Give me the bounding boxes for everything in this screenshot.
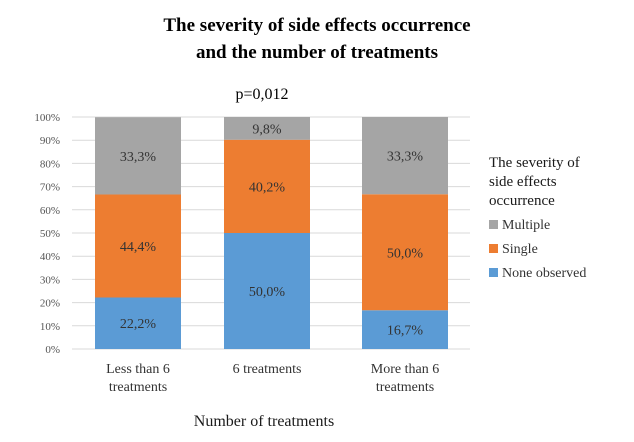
legend-entry-label: Multiple [502,218,550,233]
bar-segment [224,117,310,140]
x-tick-label: 6 treatments [233,362,302,377]
legend-swatch [489,220,498,229]
bar-segment [362,310,448,349]
y-tick-label: 80% [40,158,60,170]
legend-title: occurrence [489,193,555,209]
x-tick-label: Less than 6 [106,362,170,377]
data-label: 33,3% [120,150,157,165]
x-axis-label: Number of treatments [194,413,334,430]
legend-title: side effects [489,174,557,190]
y-tick-label: 100% [34,112,60,124]
data-label: 16,7% [387,324,424,339]
y-tick-label: 0% [45,344,60,356]
legend-entry-label: None observed [502,266,586,281]
y-tick-label: 10% [40,321,60,333]
y-tick-label: 60% [40,205,60,217]
bar-segment [362,117,448,195]
x-tick-label: treatments [376,380,434,395]
legend-title: The severity of [489,155,580,171]
bar-segment [224,233,310,349]
data-label: 33,3% [387,150,424,165]
bar-segment [224,139,310,233]
data-label: 9,8% [252,122,282,137]
data-label: 50,0% [249,285,286,300]
x-tick-label: More than 6 [371,362,439,377]
y-tick-label: 30% [40,274,60,286]
p-value-annotation: p=0,012 [235,86,288,103]
bar-segment [95,117,181,195]
y-tick-label: 70% [40,182,60,194]
data-label: 50,0% [387,246,424,261]
bar-segment [95,297,181,349]
data-label: 44,4% [120,240,157,255]
bar-segment [362,194,448,311]
data-label: 40,2% [249,180,286,195]
x-tick-label: treatments [109,380,167,395]
legend-swatch [489,268,498,277]
data-label: 22,2% [120,317,157,332]
y-tick-label: 50% [40,228,60,240]
y-tick-label: 20% [40,298,60,310]
legend-swatch [489,244,498,253]
chart-title-line-2: and the number of treatments [196,42,438,63]
bar-segment [95,194,181,298]
legend-entry-label: Single [502,242,538,257]
y-tick-label: 40% [40,251,60,263]
chart-title-line-1: The severity of side effects occurrence [163,15,470,36]
plot-area: 0% 10% 20% 30% 40% 50% 60% 70% 80% 90% 100% 22,2% 44… [34,112,470,395]
legend: The severity of side effects occurrence Mul… [489,155,586,281]
y-tick-label: 90% [40,135,60,147]
